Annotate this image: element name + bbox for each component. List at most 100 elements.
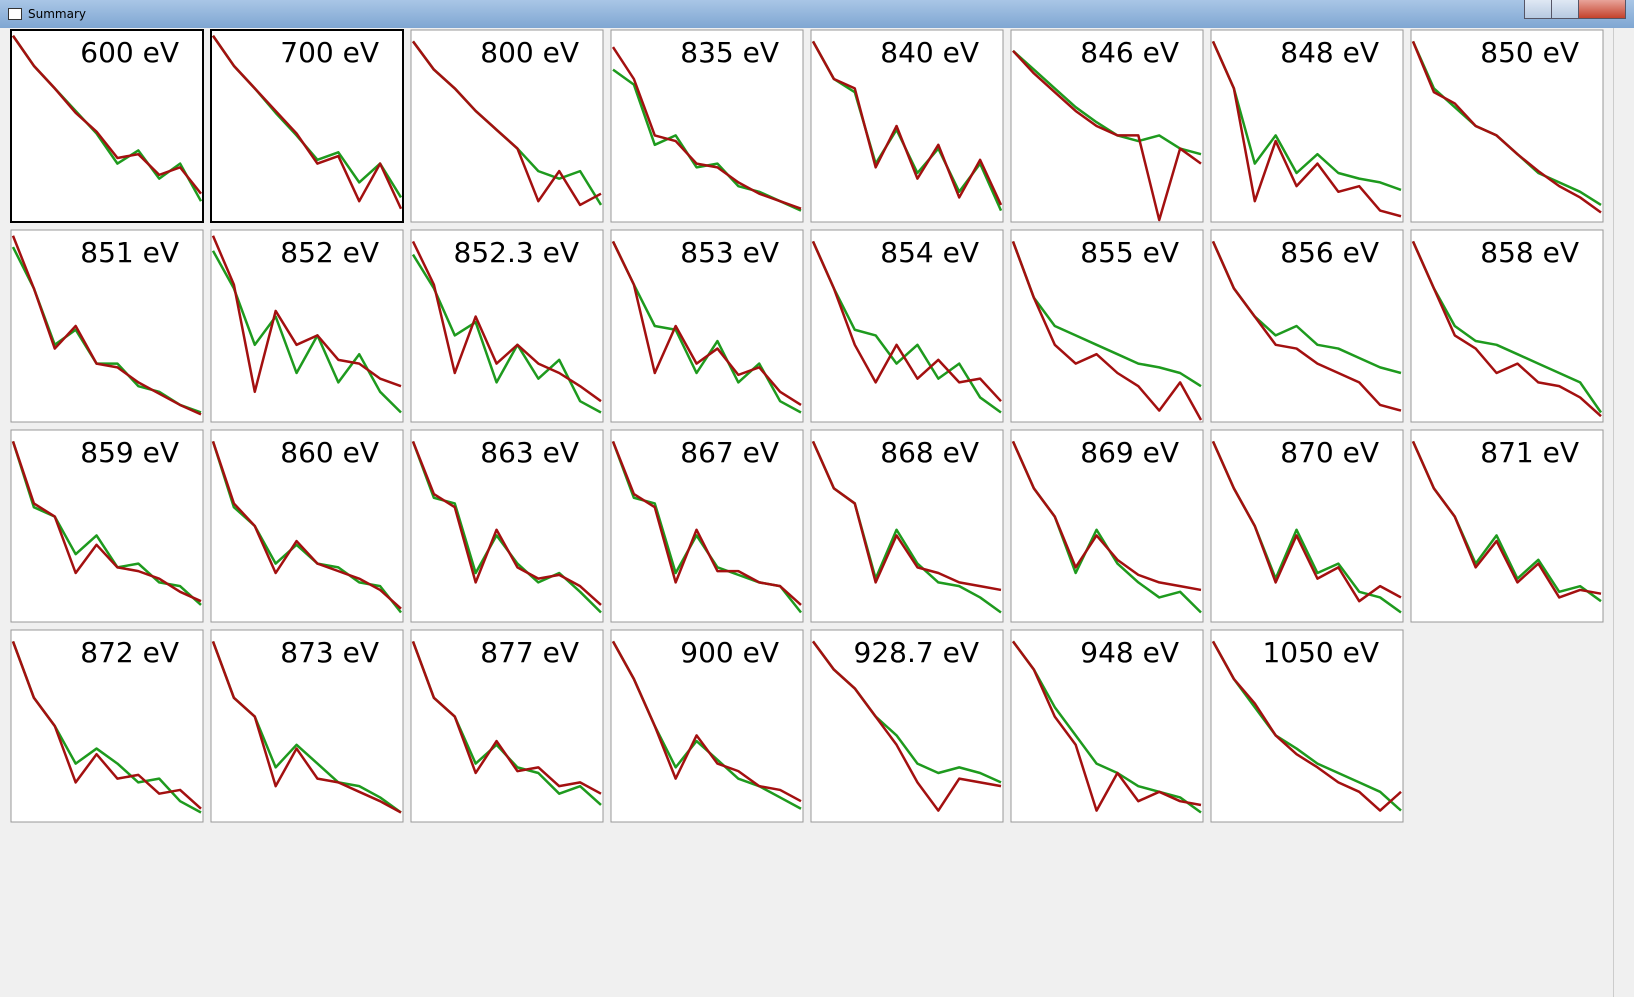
panel-label: 853 eV [680,236,779,269]
panel-frame [10,229,204,423]
curve [11,441,202,603]
curve [811,40,1003,206]
curve [1411,240,1602,418]
curve [611,640,802,803]
plot-panel: 848 eV [1210,29,1404,223]
plot-panel: 858 eV [1410,229,1604,423]
plot-panel: 600 eV [10,29,204,223]
curve [1411,40,1602,214]
panel-frame [1410,429,1604,623]
curve [1011,640,1202,812]
curve [11,235,202,416]
panel-label: 850 eV [1480,36,1579,69]
plot-panel: 700 eV [210,29,404,223]
panel-label: 859 eV [80,436,179,469]
curve [1411,240,1603,414]
curve [811,440,1002,592]
panel-frame [410,429,604,623]
maximize-button[interactable] [1551,0,1579,19]
plot-panel: 853 eV [610,229,804,423]
panel-frame [810,229,1004,423]
panel-label: 852 eV [280,236,379,269]
plot-panel: 846 eV [1010,29,1204,223]
panel-frame [1010,29,1204,223]
plot-panel: 840 eV [810,29,1004,223]
plot-panel: 948 eV [1010,629,1204,823]
curve [1211,440,1402,603]
curve [1011,640,1202,814]
panel-label: 858 eV [1480,236,1579,269]
curve [811,640,1002,812]
panel-frame [1210,629,1404,823]
panel-label: 873 eV [280,636,379,669]
panel-label: 1050 eV [1262,636,1379,669]
panel-label: 948 eV [1080,636,1179,669]
plot-panel: 855 eV [1010,229,1204,423]
panel-frame [610,29,804,223]
plot-panel: 869 eV [1010,429,1204,623]
panel-label: 855 eV [1080,236,1179,269]
panel-frame [610,629,804,823]
panel-label: 868 eV [880,436,979,469]
curve [611,240,802,407]
panel-label: 900 eV [680,636,779,669]
panel-frame [1010,229,1204,423]
plot-panel: 854 eV [810,229,1004,423]
window-icon [8,8,22,20]
curve [11,35,202,195]
curve [611,440,802,606]
plot-panel: 900 eV [610,629,804,823]
close-button[interactable] [1578,0,1626,19]
panel-label: 851 eV [80,236,179,269]
panel-label: 600 eV [80,36,179,69]
minimize-button[interactable] [1524,0,1552,19]
panel-frame [1210,229,1404,423]
curve [1011,440,1202,592]
panel-label: 800 eV [480,36,579,69]
plot-panel: 867 eV [610,429,804,623]
plot-panel: 928.7 eV [810,629,1004,823]
curve [1211,240,1402,412]
curve [1211,640,1402,812]
panel-frame [810,429,1004,623]
panel-frame [1410,29,1604,223]
curve [611,46,802,210]
panel-label: 854 eV [880,236,979,269]
plot-panel: 856 eV [1210,229,1404,423]
panel-label: 928.7 eV [854,636,979,669]
panel-frame [810,629,1004,823]
plot-panel: 870 eV [1210,429,1404,623]
panel-label: 869 eV [1080,436,1179,469]
panel-label: 877 eV [480,636,579,669]
curve [411,640,602,795]
plot-panel: 873 eV [210,629,404,823]
panel-frame [810,29,1004,223]
curve [1011,240,1202,388]
panel-frame [1010,429,1204,623]
panel-label: 700 eV [280,36,379,69]
panel-grid: 600 eV 700 eV 800 eV 835 eV 840 eV 846 eV 848 … [10,29,1604,823]
panel-frame [1210,29,1404,223]
plot-panel: 868 eV [810,429,1004,623]
plot-panel: 1050 eV [1210,629,1404,823]
panel-frame [1210,429,1404,623]
plot-panel: 850 eV [1410,29,1604,223]
panel-label: 867 eV [680,436,779,469]
panel-frame [1410,229,1604,423]
curve [1011,240,1203,421]
panel-label: 852.3 eV [454,236,579,269]
curve [1411,440,1602,599]
window-edge [1613,28,1634,997]
plot-panel: 852.3 eV [410,229,604,423]
panel-label: 846 eV [1080,36,1179,69]
plot-panel: 860 eV [210,429,404,623]
curve [411,440,602,606]
plot-panel: 852 eV [210,229,404,423]
curve [811,240,1002,403]
curve [1012,49,1202,222]
curve [1211,40,1402,218]
curve [1012,49,1202,156]
title-bar: Summary [0,0,1634,28]
window-title: Summary [28,7,86,21]
